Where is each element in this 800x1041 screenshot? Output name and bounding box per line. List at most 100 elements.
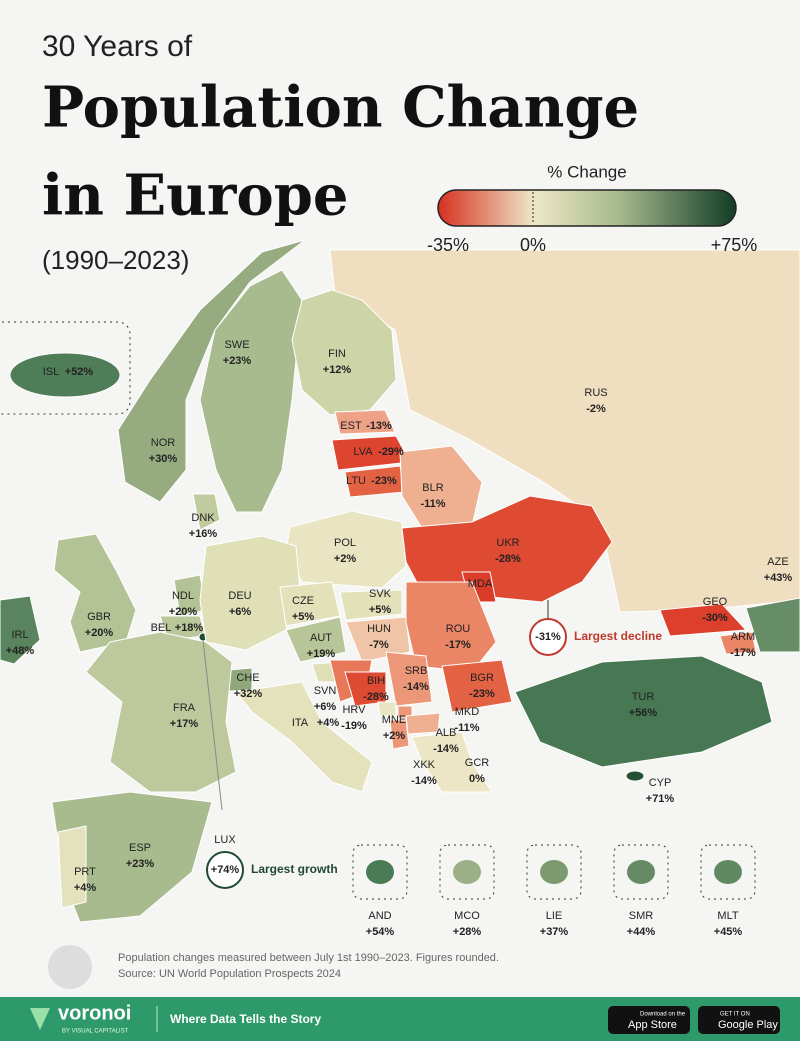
- country-change: -23%: [469, 688, 495, 700]
- country-code: POL: [334, 537, 356, 549]
- country-code: PRT: [74, 866, 96, 878]
- footer-note: Population changes measured between July…: [118, 952, 499, 964]
- microstate-shape: [714, 860, 742, 884]
- country-change: -31%: [535, 631, 561, 643]
- microstate-change: +37%: [540, 926, 569, 938]
- country-shape: [334, 409, 396, 435]
- country-change: -17%: [730, 647, 756, 659]
- country-change: +71%: [646, 793, 675, 805]
- country-code: GBR: [87, 611, 111, 623]
- microstate-shape: [627, 860, 655, 884]
- country-code: SWE: [224, 339, 249, 351]
- country-shape: [192, 493, 221, 531]
- country-change: +4%: [317, 717, 340, 729]
- country-change: -2%: [586, 403, 606, 415]
- country-code: MKD: [455, 706, 480, 718]
- microstate-change: +44%: [627, 926, 656, 938]
- country-shape: [389, 719, 410, 750]
- country-shape: [625, 770, 645, 782]
- country-shape: [117, 239, 306, 503]
- country-code: LUX: [214, 834, 236, 846]
- inset-box: [526, 844, 582, 900]
- country-code: BGR: [470, 672, 494, 684]
- country-code: ISL: [43, 366, 60, 378]
- country-shape: [235, 681, 373, 793]
- country-change: +48%: [6, 645, 35, 657]
- inset-box: [700, 844, 756, 900]
- country-code: NOR: [151, 437, 176, 449]
- country-code: CHE: [236, 672, 259, 684]
- footer-source: Source: UN World Population Prospects 20…: [118, 968, 341, 980]
- badge-small: Download on the: [640, 1012, 686, 1018]
- badge-text: App Store: [628, 1019, 677, 1031]
- country-change: +19%: [307, 648, 336, 660]
- country-change: +20%: [169, 606, 198, 618]
- country-change: -7%: [369, 639, 389, 651]
- country-change: -23%: [371, 475, 397, 487]
- country-code: HRV: [342, 704, 366, 716]
- country-change: +5%: [292, 611, 315, 623]
- country-code: ESP: [129, 842, 151, 854]
- country-code: FRA: [173, 702, 196, 714]
- country-change: +18%: [175, 622, 204, 634]
- country-change: -29%: [378, 446, 404, 458]
- country-code: IRL: [11, 629, 28, 641]
- country-code: EST: [340, 420, 362, 432]
- country-shape: [411, 731, 493, 793]
- country-code: BIH: [367, 675, 385, 687]
- badge-text: Google Play: [718, 1019, 778, 1031]
- country-change: +56%: [629, 707, 658, 719]
- country-code: RUS: [584, 387, 607, 399]
- country-change: +6%: [314, 701, 337, 713]
- country-code: AZE: [767, 556, 788, 568]
- country-shape: [745, 597, 800, 653]
- country-change: -14%: [411, 775, 437, 787]
- country-change: +4%: [74, 882, 97, 894]
- country-code: SRB: [405, 665, 428, 677]
- legend-tick: -35%: [427, 235, 469, 255]
- country-code: BEL: [151, 622, 172, 634]
- country-code: DEU: [228, 590, 251, 602]
- country-code: HUN: [367, 623, 391, 635]
- country-change: +5%: [369, 604, 392, 616]
- legend-tick: +75%: [711, 235, 758, 255]
- inset-box: [439, 844, 495, 900]
- google-play-badge[interactable]: [698, 1006, 780, 1034]
- country-shape: [9, 352, 121, 398]
- country-shape: [441, 659, 513, 713]
- brand-sub: BY VISUAL CAPITALIST: [62, 1029, 129, 1035]
- country-change: +30%: [149, 453, 178, 465]
- country-code: DNK: [191, 512, 215, 524]
- country-code: MDA: [468, 578, 493, 590]
- callout-circle: [206, 851, 244, 889]
- country-change: +32%: [234, 688, 263, 700]
- microstate-shape: [453, 860, 481, 884]
- country-code: LVA: [353, 446, 373, 458]
- app-store-badge[interactable]: [608, 1006, 690, 1034]
- inset-box: [352, 844, 408, 900]
- country-change: +16%: [189, 528, 218, 540]
- callout-label: Largest growth: [251, 862, 338, 876]
- callout-label: Largest decline: [574, 629, 662, 643]
- country-shape: [339, 589, 403, 621]
- tagline: Where Data Tells the Story: [170, 1012, 321, 1026]
- country-change: +12%: [323, 364, 352, 376]
- kicker: 30 Years of: [42, 30, 193, 63]
- country-shape: [285, 616, 347, 663]
- microstate-shape: [540, 860, 568, 884]
- country-change: +2%: [383, 730, 406, 742]
- brand-logo: [30, 1008, 50, 1030]
- country-code: CYP: [649, 777, 672, 789]
- country-code: BLR: [422, 482, 443, 494]
- country-code: ARM: [731, 631, 755, 643]
- country-code: MNE: [382, 714, 406, 726]
- legend-bar: [437, 189, 737, 227]
- microstate-code: SMR: [629, 910, 654, 922]
- inset-box: [0, 321, 131, 415]
- country-shape: [199, 269, 303, 513]
- country-change: 0%: [469, 773, 485, 785]
- inset-box: [613, 844, 669, 900]
- country-code: GEO: [703, 596, 728, 608]
